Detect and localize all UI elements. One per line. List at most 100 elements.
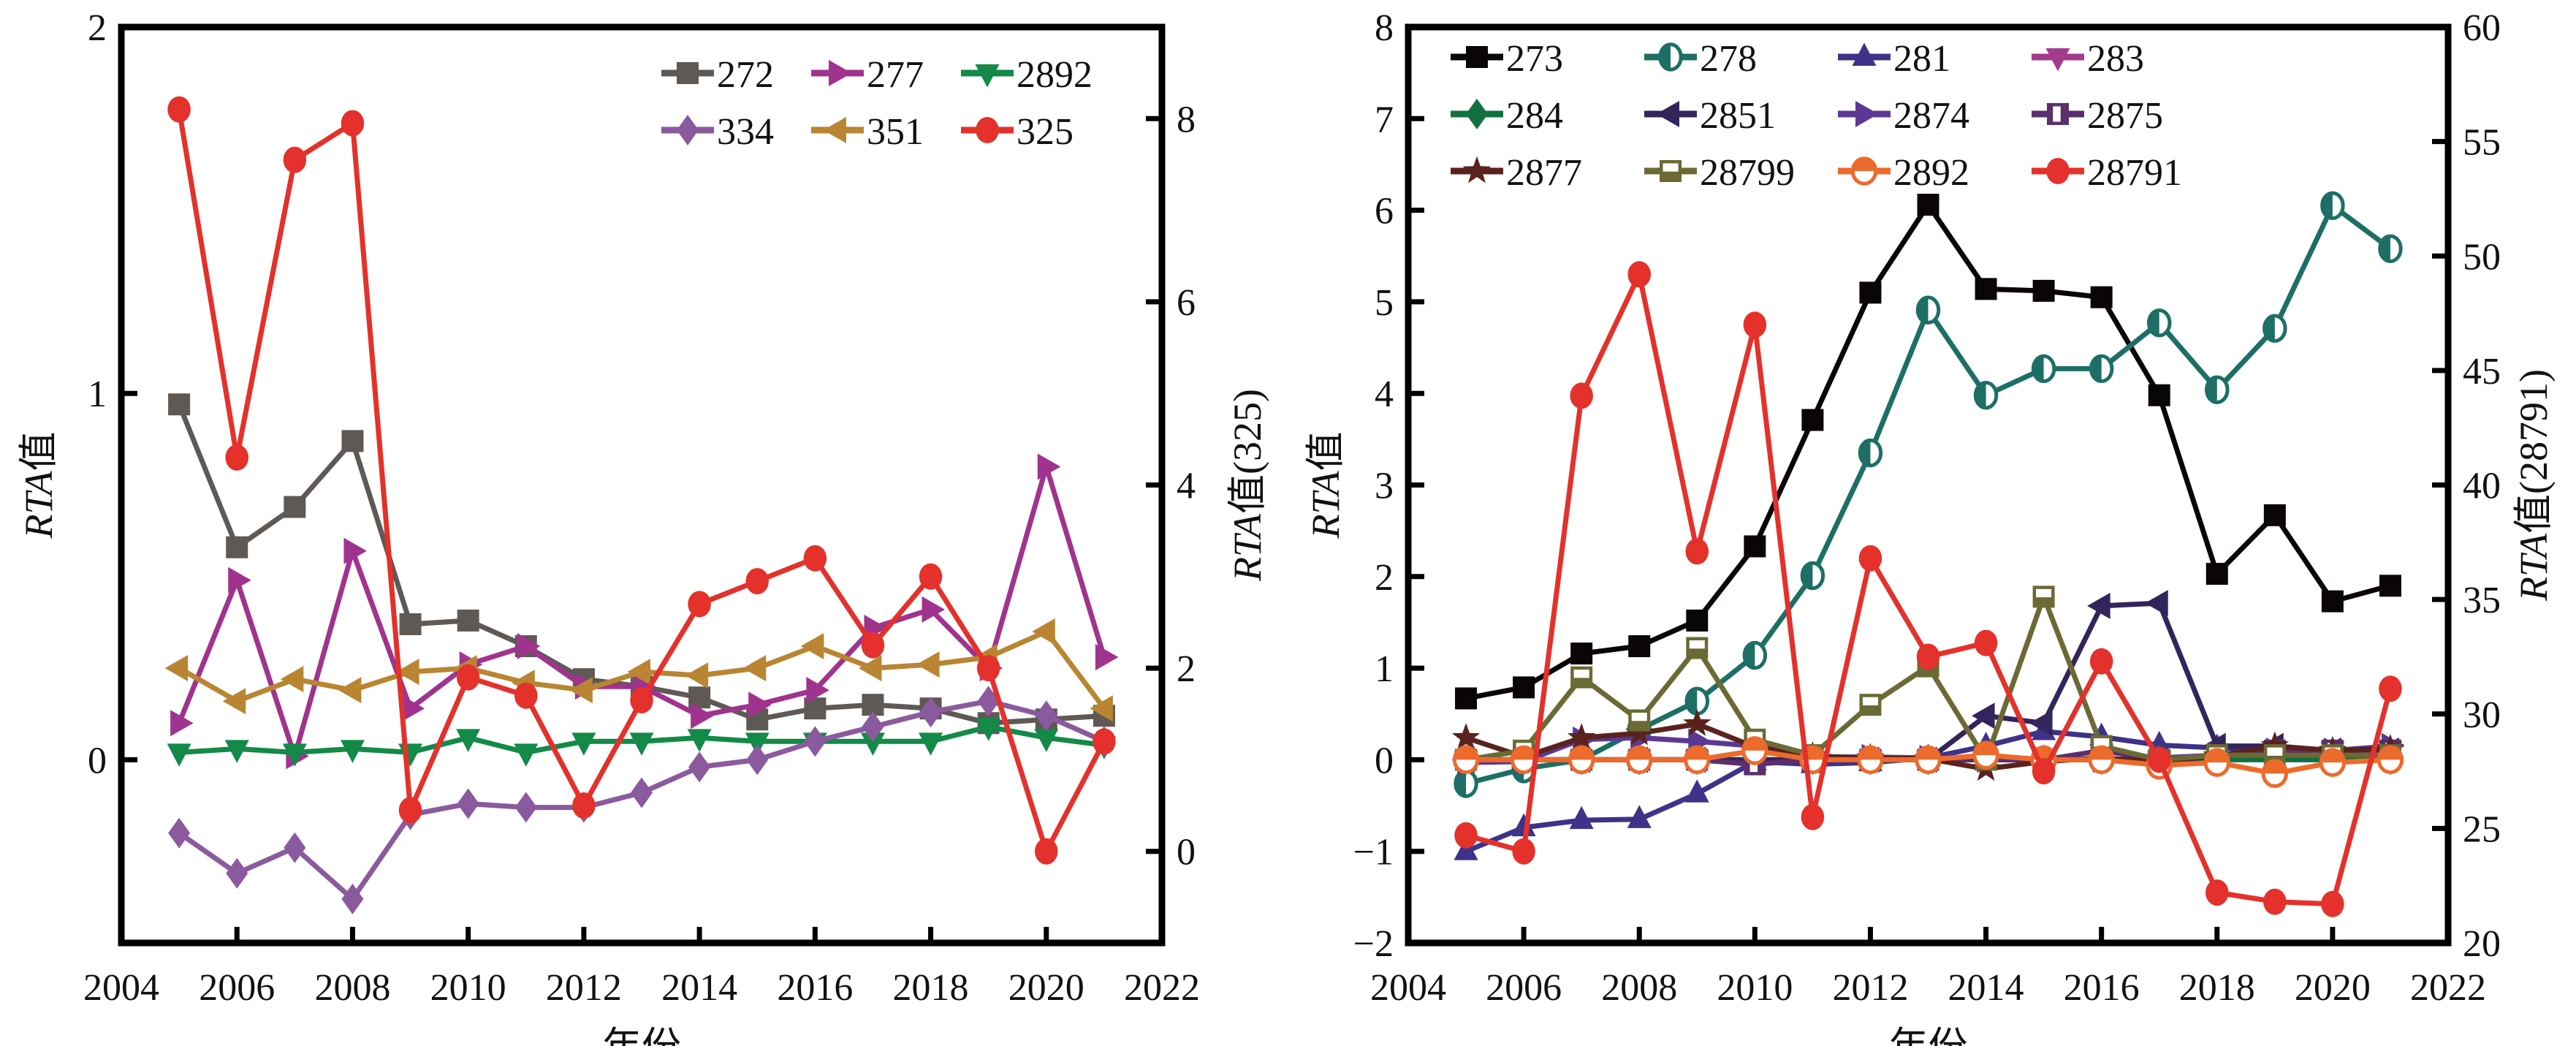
marker-shape bbox=[687, 729, 712, 752]
data-point-28791-2010 bbox=[1743, 311, 1767, 338]
data-point-277-2006 bbox=[228, 566, 251, 594]
y-axis-title: RTA值 bbox=[1304, 432, 1348, 539]
marker-shape bbox=[401, 695, 425, 722]
series-273 bbox=[1455, 194, 2401, 710]
marker-shape bbox=[745, 732, 770, 756]
marker-shape bbox=[572, 792, 596, 819]
marker-shape bbox=[688, 591, 711, 618]
marker-fill bbox=[2264, 315, 2275, 341]
data-point-351-2014 bbox=[685, 662, 709, 689]
marker-shape bbox=[1454, 822, 1478, 849]
x-tick-label: 2016 bbox=[777, 967, 853, 1009]
x-tick-label: 2006 bbox=[199, 967, 275, 1009]
x-tick-label: 2006 bbox=[1486, 967, 1562, 1009]
data-point-28791-2013 bbox=[1916, 643, 1940, 670]
y2-tick-label: 55 bbox=[2463, 122, 2501, 164]
marker-hole bbox=[1747, 732, 1763, 740]
data-point-325-2007 bbox=[283, 146, 307, 173]
legend-marker-triangle-right bbox=[829, 60, 852, 86]
legend-label: 2892 bbox=[1017, 54, 1093, 96]
data-point-351-2018 bbox=[916, 651, 940, 678]
data-point-273-2005 bbox=[1455, 687, 1478, 710]
marker-shape bbox=[1513, 676, 1535, 699]
data-point-2892-2007 bbox=[1568, 745, 1595, 775]
series-2892 bbox=[1452, 736, 2404, 788]
marker-shape bbox=[860, 732, 885, 756]
legend-marker-triangle-left bbox=[1656, 101, 1679, 127]
data-point-272-2008 bbox=[341, 430, 364, 452]
data-point-273-2016 bbox=[2090, 286, 2113, 308]
legend-label: 28791 bbox=[2087, 152, 2182, 194]
marker-shape bbox=[631, 777, 653, 808]
marker-fill bbox=[2033, 356, 2044, 382]
marker-shape bbox=[398, 743, 423, 767]
series-2851 bbox=[1451, 590, 2399, 773]
data-point-325-2014 bbox=[688, 591, 711, 618]
y-tick-label: 1 bbox=[1375, 648, 1394, 690]
y-tick-label: 5 bbox=[1375, 282, 1394, 324]
marker-shape bbox=[1095, 644, 1119, 671]
marker-fill bbox=[1974, 742, 1998, 756]
data-point-334-2010 bbox=[457, 788, 479, 819]
marker-shape bbox=[1512, 838, 1535, 865]
x-tick-label: 2004 bbox=[83, 967, 159, 1009]
y2-tick-label: 6 bbox=[1177, 282, 1196, 324]
marker-hole bbox=[1573, 670, 1589, 678]
data-point-273-2007 bbox=[1570, 643, 1593, 665]
marker-shape bbox=[457, 609, 479, 632]
data-point-334-2013 bbox=[631, 777, 653, 808]
legend: 272 277 2892 334 351 325 bbox=[661, 54, 1093, 153]
marker-shape bbox=[677, 62, 699, 84]
series-2892 bbox=[167, 718, 1117, 767]
data-point-334-2020 bbox=[1035, 700, 1057, 732]
data-point-2892-2006 bbox=[224, 740, 249, 763]
legend-marker-triangle-left bbox=[823, 117, 846, 143]
marker-shape bbox=[343, 537, 367, 564]
data-point-334-2016 bbox=[804, 726, 827, 757]
marker-shape bbox=[2032, 279, 2055, 302]
data-point-325-2016 bbox=[803, 545, 827, 572]
data-point-2892-2016 bbox=[2088, 745, 2115, 775]
y2-tick-label: 60 bbox=[2463, 7, 2501, 49]
x-axis-title: 年份 bbox=[1889, 1025, 1968, 1046]
marker-shape bbox=[168, 817, 191, 849]
legend-label: 351 bbox=[867, 111, 924, 153]
data-point-351-2016 bbox=[800, 633, 824, 660]
marker-fill bbox=[2379, 235, 2390, 262]
marker-shape bbox=[861, 632, 885, 659]
data-point-277-2016 bbox=[806, 677, 829, 704]
data-point-2877-2008 bbox=[1625, 718, 1654, 746]
marker-shape bbox=[1801, 409, 1824, 431]
marker-shape bbox=[2045, 48, 2070, 72]
data-point-272-2007 bbox=[284, 496, 306, 518]
legend-label: 2877 bbox=[1506, 152, 1582, 194]
marker-fill bbox=[1802, 563, 1813, 588]
data-point-334-2008 bbox=[341, 883, 364, 914]
y-axis-title: RTA值 bbox=[17, 432, 61, 539]
legend-marker-circle bbox=[976, 117, 999, 143]
x-axis: 2004 2006 2008 2010 2012 2014 2016 2018 2020 2022 bbox=[83, 927, 1200, 1009]
marker-shape bbox=[2029, 710, 2053, 737]
data-point-272-2009 bbox=[399, 613, 422, 635]
legend-marker-square bbox=[1466, 46, 1488, 68]
series-351 bbox=[164, 618, 1113, 722]
legend-item-278: 278 bbox=[1644, 38, 1757, 80]
legend-item-272: 272 bbox=[661, 54, 774, 96]
marker-shape bbox=[282, 743, 307, 767]
marker-fill bbox=[2206, 376, 2217, 403]
data-point-272-2006 bbox=[226, 536, 248, 558]
data-point-277-2009 bbox=[401, 695, 425, 722]
legend-label: 283 bbox=[2087, 38, 2144, 80]
y-tick-label: 1 bbox=[88, 374, 107, 415]
marker-shape bbox=[1685, 538, 1709, 565]
data-point-28799-2015 bbox=[2032, 585, 2055, 608]
marker-shape bbox=[627, 659, 650, 686]
marker-shape bbox=[1451, 723, 1481, 750]
x-tick-label: 2016 bbox=[2064, 967, 2140, 1009]
data-point-351-2015 bbox=[742, 655, 767, 682]
legend-item-2892: 2892 bbox=[961, 54, 1093, 96]
y-tick-label: 0 bbox=[88, 740, 107, 781]
data-point-278-2017 bbox=[2146, 308, 2172, 338]
data-point-273-2014 bbox=[1975, 278, 1997, 300]
marker-shape bbox=[168, 393, 191, 416]
